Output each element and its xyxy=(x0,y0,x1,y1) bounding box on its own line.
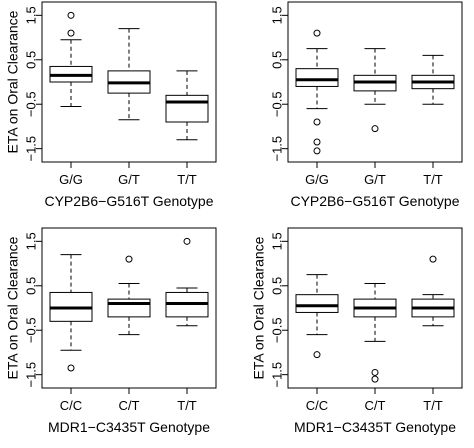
y-tick-label: 0.5 xyxy=(269,277,284,295)
box-g-g xyxy=(296,30,338,154)
box-t-t xyxy=(166,71,208,140)
box-g-t xyxy=(354,49,396,132)
y-tick-label: 0.5 xyxy=(23,51,38,69)
outlier-point xyxy=(68,365,74,371)
y-axis-title: ETA on Oral Clearance xyxy=(5,236,21,379)
outlier-point xyxy=(314,30,320,36)
box-c-c xyxy=(50,255,92,371)
box-body xyxy=(296,295,338,313)
box-c-c xyxy=(296,275,338,358)
y-tick-label: 1.5 xyxy=(23,6,38,24)
outlier-point xyxy=(68,30,74,36)
outlier-point xyxy=(126,256,132,262)
outlier-point xyxy=(372,376,378,382)
y-tick-label: −1.5 xyxy=(23,362,38,388)
x-tick-label: T/T xyxy=(177,398,197,413)
y-tick-label: −1.5 xyxy=(269,136,284,162)
x-tick-label: C/T xyxy=(119,398,140,413)
box-t-t xyxy=(412,55,454,104)
y-tick-label: −1.5 xyxy=(269,362,284,388)
x-axis: G/G G/T T/T xyxy=(59,162,197,187)
y-tick-label: 1.5 xyxy=(23,232,38,250)
y-axis-title: ETA on Oral Clearance xyxy=(5,10,21,153)
outlier-point xyxy=(184,238,190,244)
x-tick-label: G/G xyxy=(59,172,83,187)
chart-panel-2: 1.5 0.5 −0.5 −1.5 G/G G/T T/T CYP2B6−G516T Geno… xyxy=(269,2,462,209)
outlier-point xyxy=(430,256,436,262)
box-body xyxy=(166,95,208,122)
y-axis: 1.5 0.5 −0.5 −1.5 xyxy=(269,6,288,161)
y-tick-label: 1.5 xyxy=(269,6,284,24)
y-tick-label: 1.5 xyxy=(269,232,284,250)
x-tick-label: G/T xyxy=(118,172,140,187)
x-axis-title: CYP2B6−G516T Genotype xyxy=(44,193,213,209)
x-axis: G/G G/T T/T xyxy=(305,162,443,187)
x-axis-title: MDR1−C3435T Genotype xyxy=(294,419,456,435)
y-tick-label: −0.5 xyxy=(269,91,284,117)
box-g-t xyxy=(108,29,150,120)
x-tick-label: T/T xyxy=(177,172,197,187)
box-body xyxy=(108,299,150,317)
outlier-point xyxy=(372,126,378,132)
y-axis: 1.5 0.5 −0.5 −1.5 xyxy=(269,232,288,387)
y-tick-label: −1.5 xyxy=(23,136,38,162)
outlier-point xyxy=(372,369,378,375)
y-tick-label: −0.5 xyxy=(269,317,284,343)
x-tick-label: C/T xyxy=(365,398,386,413)
x-tick-label: T/T xyxy=(423,398,443,413)
x-tick-label: C/C xyxy=(306,398,328,413)
x-axis: C/C C/T T/T xyxy=(306,388,443,413)
y-tick-label: 0.5 xyxy=(269,51,284,69)
box-g-g xyxy=(50,12,92,106)
outlier-point xyxy=(314,119,320,125)
box-c-t xyxy=(354,284,396,383)
x-tick-label: C/C xyxy=(60,398,82,413)
x-tick-label: G/T xyxy=(364,172,386,187)
x-tick-label: T/T xyxy=(423,172,443,187)
x-axis-title: CYP2B6−G516T Genotype xyxy=(290,193,459,209)
y-tick-label: −0.5 xyxy=(23,317,38,343)
box-body xyxy=(296,69,338,87)
box-t-t xyxy=(166,238,208,325)
x-axis: C/C C/T T/T xyxy=(60,388,197,413)
y-tick-label: −0.5 xyxy=(23,91,38,117)
x-tick-label: G/G xyxy=(305,172,329,187)
y-axis: 1.5 0.5 −0.5 −1.5 xyxy=(23,6,42,161)
x-axis-title: MDR1−C3435T Genotype xyxy=(48,419,210,435)
y-axis-title: ETA on Oral Clearance xyxy=(251,236,267,379)
outlier-point xyxy=(314,148,320,154)
box-t-t xyxy=(412,256,454,326)
outlier-point xyxy=(314,352,320,358)
outlier-point xyxy=(68,12,74,18)
outlier-point xyxy=(314,139,320,145)
y-axis: 1.5 0.5 −0.5 −1.5 xyxy=(23,232,42,387)
box-c-t xyxy=(108,256,150,335)
y-tick-label: 0.5 xyxy=(23,277,38,295)
